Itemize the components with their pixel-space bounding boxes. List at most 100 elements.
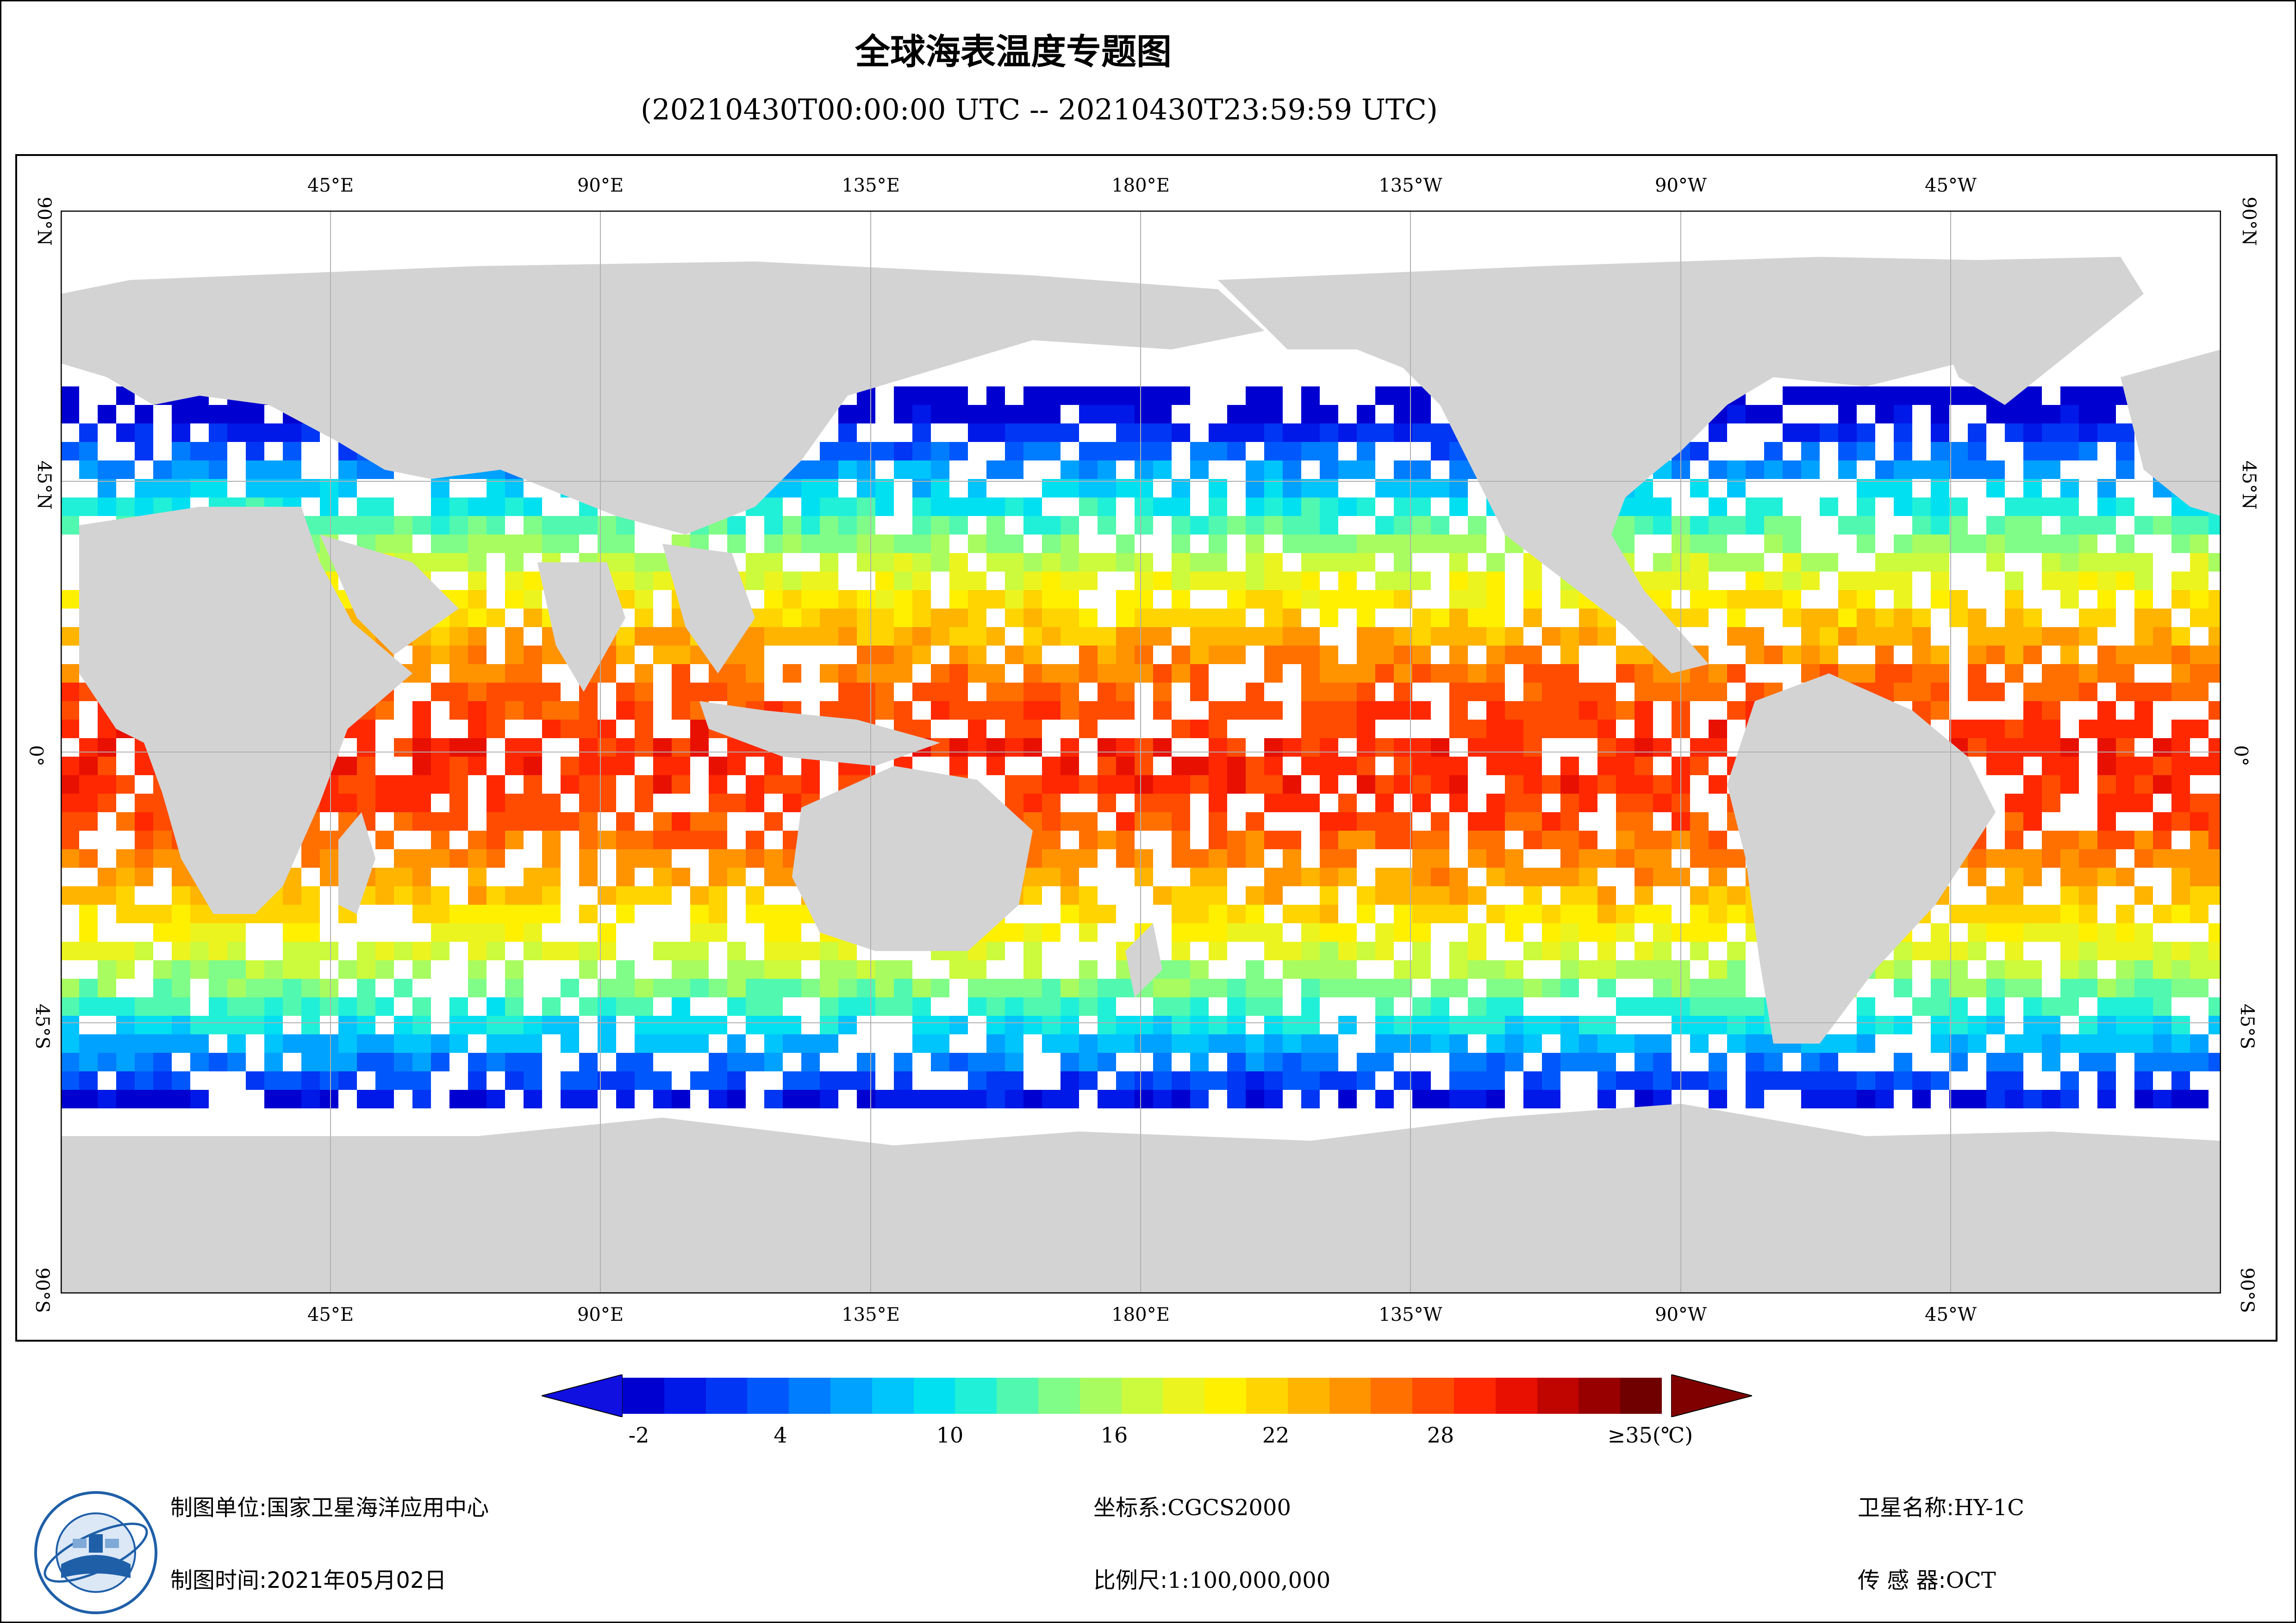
sst-cell: [801, 497, 820, 516]
sst-cell: [2042, 997, 2060, 1016]
sst-cell: [1894, 442, 1912, 460]
sst-cell: [579, 849, 598, 868]
sst-cell: [616, 849, 635, 868]
sst-cell: [2042, 1034, 2060, 1053]
sst-cell: [1690, 757, 1709, 775]
sst-cell: [653, 757, 672, 775]
sst-cell: [1820, 386, 1838, 405]
sst-cell: [709, 1071, 727, 1090]
sst-cell: [1746, 497, 1764, 516]
sst-cell: [1005, 553, 1023, 572]
sst-map[interactable]: [61, 211, 2221, 1293]
sst-cell: [135, 942, 153, 960]
sst-cell: [412, 997, 431, 1016]
sst-cell: [412, 905, 431, 923]
sst-cell: [2023, 775, 2042, 794]
sst-cell: [672, 812, 690, 831]
sst-cell: [1449, 460, 1468, 479]
sst-cell: [1042, 627, 1061, 646]
sst-cell: [1820, 1071, 1838, 1090]
sst-cell: [375, 1053, 394, 1071]
sst-cell: [912, 720, 931, 738]
sst-cell: [2171, 535, 2190, 553]
sst-cell: [357, 997, 375, 1016]
sst-cell: [1338, 460, 1357, 479]
sst-cell: [1246, 627, 1264, 646]
sst-cell: [1783, 609, 1801, 627]
sst-cell: [172, 886, 190, 905]
sst-cell: [1412, 497, 1431, 516]
sst-cell: [1560, 868, 1579, 886]
sst-cell: [1246, 886, 1264, 905]
sst-cell: [2171, 664, 2190, 683]
sst-cell: [1375, 701, 1394, 720]
sst-cell: [2153, 609, 2171, 627]
sst-cell: [431, 923, 449, 942]
sst-cell: [931, 1090, 949, 1108]
sst-cell: [431, 479, 449, 497]
sst-cell: [524, 923, 542, 942]
sst-cell: [1820, 553, 1838, 572]
sst-cell: [2042, 1053, 2060, 1071]
sst-cell: [2134, 720, 2153, 738]
sst-cell: [172, 1034, 190, 1053]
sst-cell: [468, 868, 487, 886]
sst-cell: [783, 979, 801, 997]
sst-cell: [1486, 646, 1505, 664]
sst-cell: [1986, 738, 2005, 757]
sst-cell: [542, 794, 561, 812]
sst-cell: [1949, 1053, 1968, 1071]
sst-cell: [1190, 868, 1209, 886]
sst-cell: [1857, 572, 1875, 590]
sst-cell: [1486, 609, 1505, 627]
sst-cell: [1746, 1053, 1764, 1071]
sst-cell: [1005, 720, 1023, 738]
sst-cell: [1931, 942, 1949, 960]
sst-cell: [1579, 868, 1597, 886]
sst-cell: [1209, 479, 1227, 497]
sst-cell: [61, 442, 79, 460]
sst-cell: [1523, 701, 1542, 720]
sst-cell: [1579, 1053, 1597, 1071]
sst-cell: [412, 794, 431, 812]
sst-cell: [1635, 886, 1653, 905]
sst-cell: [338, 997, 357, 1016]
sst-cell: [912, 683, 931, 701]
sst-cell: [412, 516, 431, 535]
sst-cell: [1653, 775, 1672, 794]
sst-cell: [1560, 775, 1579, 794]
sst-cell: [320, 979, 338, 997]
sst-cell: [246, 405, 264, 423]
sst-cell: [283, 997, 301, 1016]
sst-cell: [1820, 1053, 1838, 1071]
sst-cell: [1042, 553, 1061, 572]
sst-cell: [1616, 775, 1635, 794]
sst-cell: [764, 757, 783, 775]
sst-cell: [2097, 479, 2116, 497]
sst-cell: [1801, 442, 1820, 460]
sst-cell: [2023, 627, 2042, 646]
sst-cell: [561, 942, 579, 960]
sst-cell: [449, 516, 468, 535]
sst-cell: [1486, 812, 1505, 831]
sst-cell: [653, 1034, 672, 1053]
sst-cell: [1653, 683, 1672, 701]
sst-cell: [190, 1034, 209, 1053]
sst-cell: [1449, 535, 1468, 553]
sst-cell: [1727, 460, 1746, 479]
sst-cell: [1468, 516, 1486, 535]
sst-cell: [579, 960, 598, 979]
sst-cell: [2190, 849, 2209, 868]
sst-cell: [1246, 423, 1264, 442]
sst-cell: [1523, 1071, 1542, 1090]
sst-cell: [2209, 516, 2221, 535]
sst-cell: [1727, 516, 1746, 535]
sst-cell: [1005, 1016, 1023, 1034]
sst-cell: [1098, 460, 1116, 479]
sst-cell: [2209, 794, 2221, 812]
sst-cell: [1523, 831, 1542, 849]
sst-cell: [1338, 812, 1357, 831]
sst-cell: [2097, 423, 2116, 442]
sst-cell: [2005, 868, 2023, 886]
sst-cell: [1412, 1016, 1431, 1034]
